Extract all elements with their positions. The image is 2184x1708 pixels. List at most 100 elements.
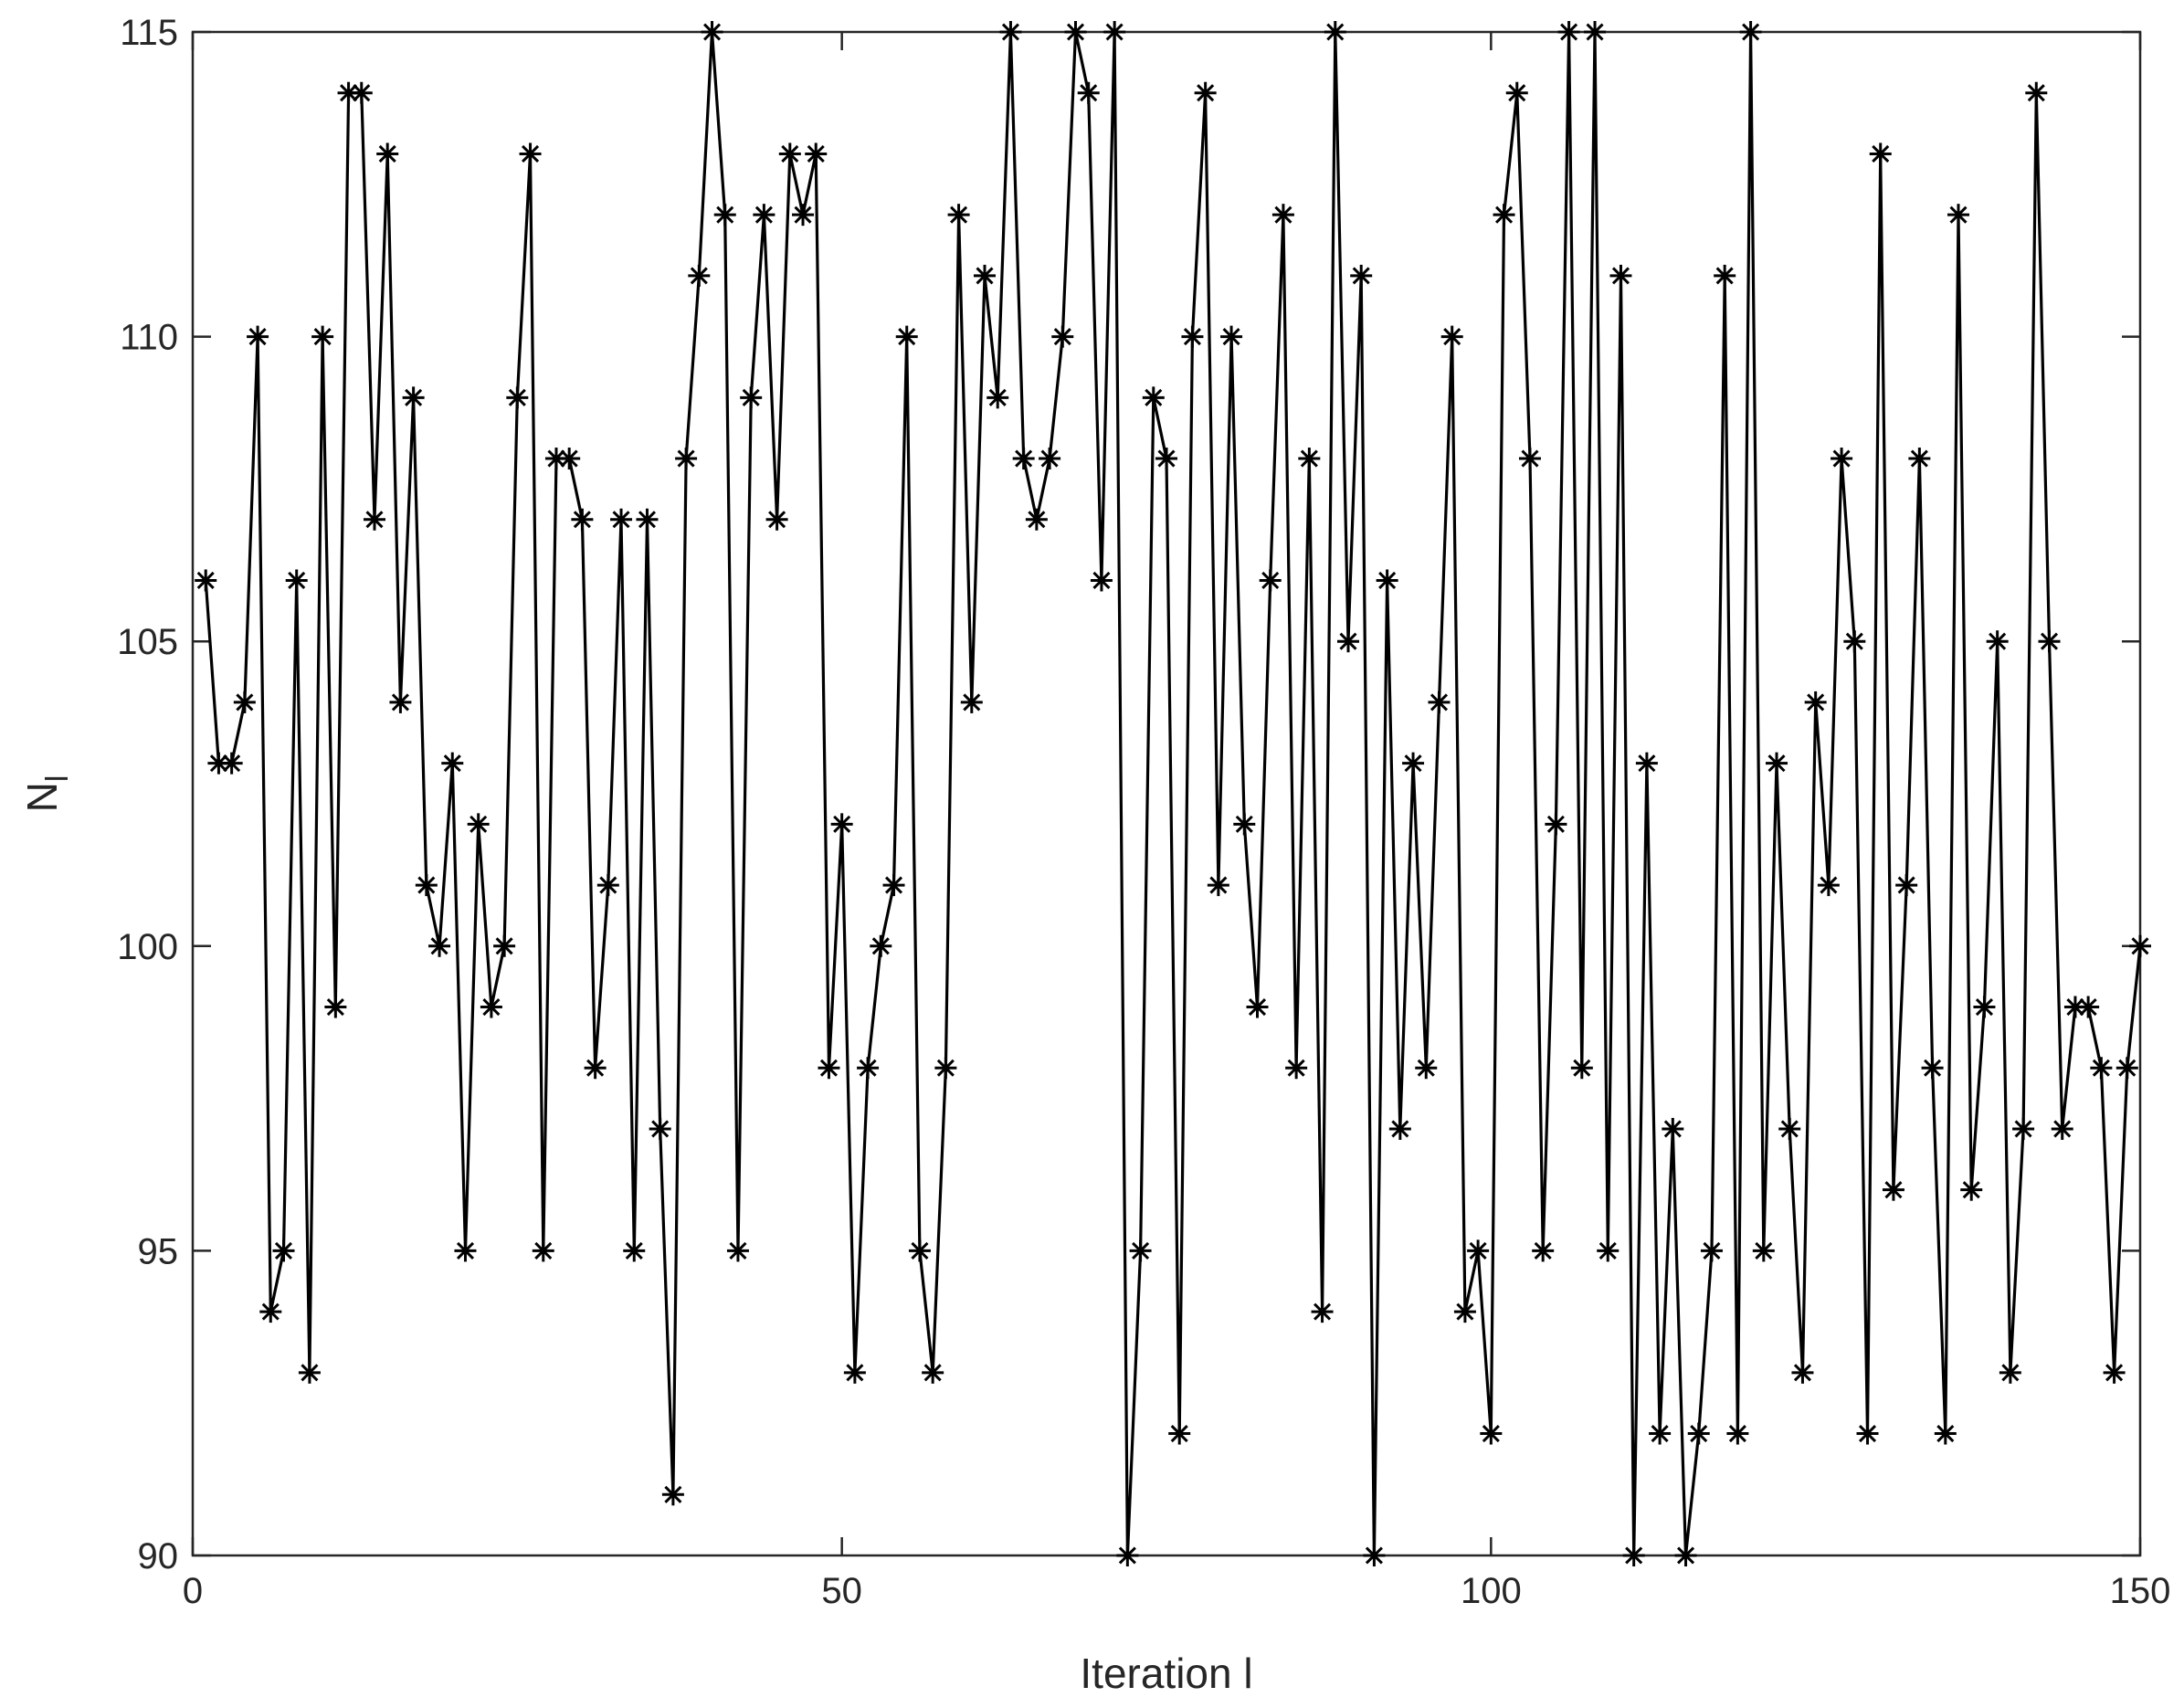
data-point (974, 264, 997, 287)
data-point (818, 1057, 840, 1080)
data-point (726, 1239, 749, 1262)
data-point (1700, 1239, 1723, 1262)
data-point (1311, 1301, 1334, 1323)
data-point (1155, 448, 1177, 470)
data-point (1324, 21, 1346, 43)
data-point (1597, 1239, 1620, 1262)
data-point (675, 448, 698, 470)
data-point (2090, 1057, 2113, 1080)
y-tick-label: 95 (138, 1231, 179, 1271)
data-point (2129, 934, 2151, 957)
data-point (661, 1483, 684, 1506)
data-point (350, 81, 373, 104)
data-point (1882, 1178, 1904, 1201)
data-point (1480, 1422, 1503, 1445)
data-point (1285, 1057, 1308, 1080)
data-point (1960, 1178, 1983, 1201)
data-point (960, 691, 983, 713)
data-point (1077, 81, 1100, 104)
data-point (1350, 264, 1373, 287)
data-point (571, 508, 594, 531)
data-point (1570, 1057, 1593, 1080)
data-point (233, 691, 256, 713)
data-point (285, 569, 308, 592)
plot-area (191, 30, 2142, 1557)
data-point (389, 691, 412, 713)
data-point (1662, 1117, 1684, 1140)
data-point (1246, 996, 1269, 1018)
data-point (1402, 752, 1425, 775)
data-point (428, 934, 451, 957)
data-point (882, 874, 905, 897)
data-point (1298, 448, 1321, 470)
y-tick-label: 115 (120, 13, 178, 53)
data-point (2077, 996, 2100, 1018)
data-point (1505, 81, 1528, 104)
data-point (895, 325, 918, 348)
series-markers (195, 21, 2151, 1566)
data-point (1532, 1239, 1555, 1262)
data-point (1259, 569, 1282, 592)
data-point (1908, 448, 1931, 470)
data-point (311, 325, 334, 348)
data-point (1609, 264, 1632, 287)
y-tick-label: 105 (117, 622, 178, 662)
x-tick-label: 100 (1461, 1571, 1522, 1611)
data-point (1453, 1301, 1476, 1323)
data-point (532, 1239, 554, 1262)
data-point (947, 204, 970, 227)
data-point (1051, 325, 1074, 348)
y-tick-label: 100 (117, 927, 178, 967)
series-line (204, 30, 2142, 1557)
data-point (272, 1239, 295, 1262)
data-point (1766, 752, 1788, 775)
data-point (1363, 1545, 1386, 1566)
data-point (1973, 996, 1996, 1018)
data-point (1025, 508, 1048, 531)
data-point (753, 204, 775, 227)
data-point (1714, 264, 1736, 287)
data-point (493, 934, 516, 957)
data-point (1999, 1361, 2021, 1384)
data-point (1804, 691, 1827, 713)
data-point (1090, 569, 1113, 592)
data-point (870, 934, 892, 957)
data-point (324, 996, 347, 1018)
data-point (1791, 1361, 1814, 1384)
data-point (1831, 448, 1853, 470)
data-point (908, 1239, 931, 1262)
data-point (1778, 1117, 1801, 1140)
data-point (2115, 1057, 2138, 1080)
data-point (713, 204, 736, 227)
data-point (1233, 813, 1256, 836)
data-point (454, 1239, 477, 1262)
data-point (1635, 752, 1658, 775)
y-tick-label: 90 (138, 1536, 179, 1576)
data-point (1557, 21, 1580, 43)
data-point (1012, 448, 1035, 470)
data-point (701, 21, 723, 43)
data-point (1869, 142, 1892, 165)
data-point (1843, 630, 1866, 653)
data-point (558, 448, 581, 470)
data-point (1064, 21, 1087, 43)
data-point (2025, 81, 2048, 104)
data-point (610, 508, 633, 531)
data-point (1271, 204, 1294, 227)
data-point (986, 386, 1009, 409)
data-point (1103, 21, 1126, 43)
axis-tick-labels: 0 50 100 150 90 95 100 105 110 115 (117, 13, 2170, 1611)
data-point (1039, 448, 1061, 470)
data-point (298, 1361, 321, 1384)
data-point (623, 1239, 646, 1262)
x-tick-label: 50 (821, 1571, 862, 1611)
data-point (1376, 569, 1398, 592)
data-point (596, 874, 619, 897)
y-axis-label-main: N (18, 782, 66, 812)
data-point (805, 142, 828, 165)
data-point (934, 1057, 957, 1080)
data-point (1415, 1057, 1438, 1080)
data-point (1388, 1117, 1411, 1140)
